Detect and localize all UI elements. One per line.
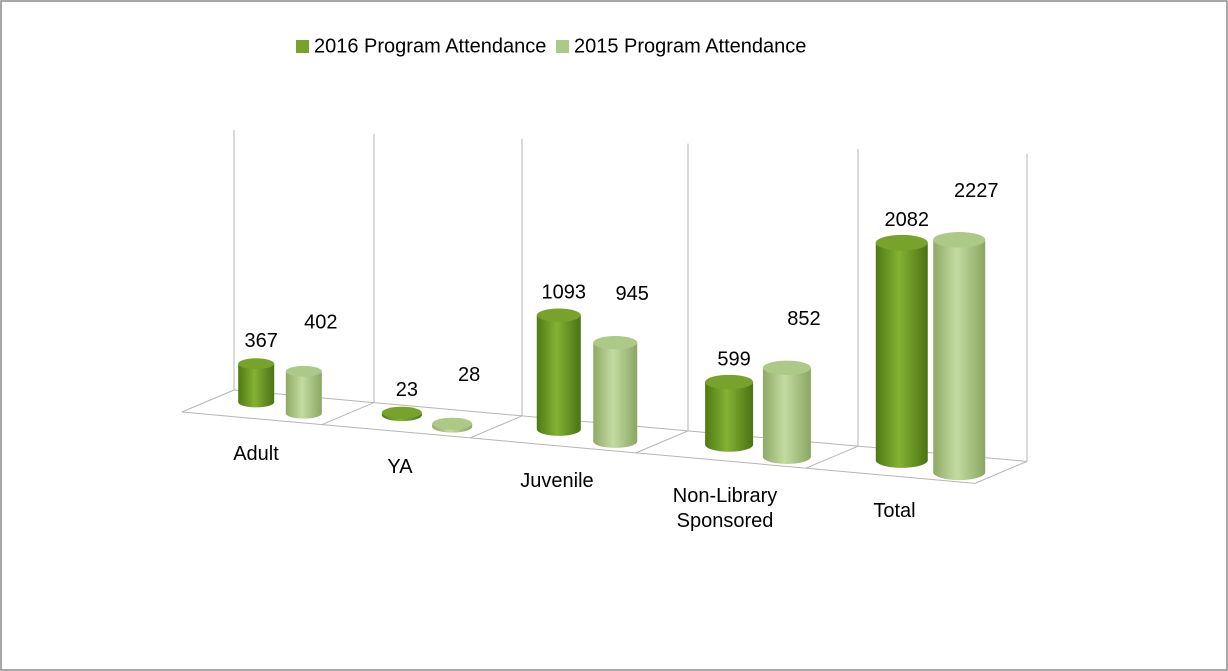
- legend-label: 2016 Program Attendance: [314, 35, 546, 57]
- data-label: 367: [245, 330, 278, 352]
- cylinder: [705, 374, 754, 452]
- cylinder: [762, 360, 811, 464]
- data-label: 1093: [542, 281, 587, 303]
- cylinder-body: [593, 342, 638, 442]
- legend-swatch: [296, 40, 309, 53]
- category-label: Adult: [233, 442, 279, 465]
- cylinder-top: [536, 308, 581, 322]
- cylinder: [933, 231, 986, 481]
- cylinder-body: [933, 239, 986, 473]
- cylinder-top: [762, 360, 811, 376]
- legend-label: 2015 Program Attendance: [574, 35, 806, 57]
- cylinder: [875, 234, 928, 468]
- floor-divider: [635, 430, 689, 454]
- category-label: Juvenile: [520, 470, 594, 493]
- cylinder: [285, 365, 322, 419]
- cylinder-body: [238, 363, 275, 402]
- floor-divider: [805, 445, 859, 469]
- cylinder: [238, 358, 275, 408]
- floor-front: [181, 411, 976, 484]
- cylinder-top: [875, 234, 928, 251]
- data-label: 28: [458, 364, 480, 386]
- data-label: 2082: [885, 209, 930, 231]
- cylinder-top: [933, 231, 986, 248]
- floor-divider: [974, 460, 1028, 484]
- cylinder-top: [705, 374, 754, 390]
- cylinder: [593, 336, 638, 448]
- floor-divider: [181, 389, 235, 413]
- legend-swatch: [556, 40, 569, 53]
- data-label: 23: [396, 379, 418, 401]
- cylinder-top: [285, 365, 322, 377]
- cylinder-body: [705, 382, 754, 445]
- floor-divider: [469, 415, 523, 439]
- data-label: 852: [787, 308, 820, 330]
- cylinder-top: [593, 336, 638, 350]
- cylinder-body: [875, 242, 928, 461]
- data-label: 945: [616, 283, 649, 305]
- category-label: Non-Library Sponsored: [672, 485, 778, 533]
- cylinder-top: [432, 417, 473, 430]
- cylinder: [536, 308, 581, 436]
- data-label: 599: [717, 348, 750, 370]
- cylinder-top: [238, 358, 275, 370]
- data-label: 2227: [954, 180, 999, 202]
- category-label: Total: [873, 500, 916, 523]
- cylinder-body: [762, 367, 811, 457]
- floor-divider: [321, 402, 375, 426]
- category-label: YA: [387, 455, 413, 478]
- data-label: 402: [304, 312, 337, 334]
- cylinder: [381, 406, 422, 422]
- cylinder: [432, 417, 473, 433]
- cylinder-top: [381, 406, 422, 419]
- cylinder-body: [285, 371, 322, 414]
- cylinder-body: [536, 315, 581, 430]
